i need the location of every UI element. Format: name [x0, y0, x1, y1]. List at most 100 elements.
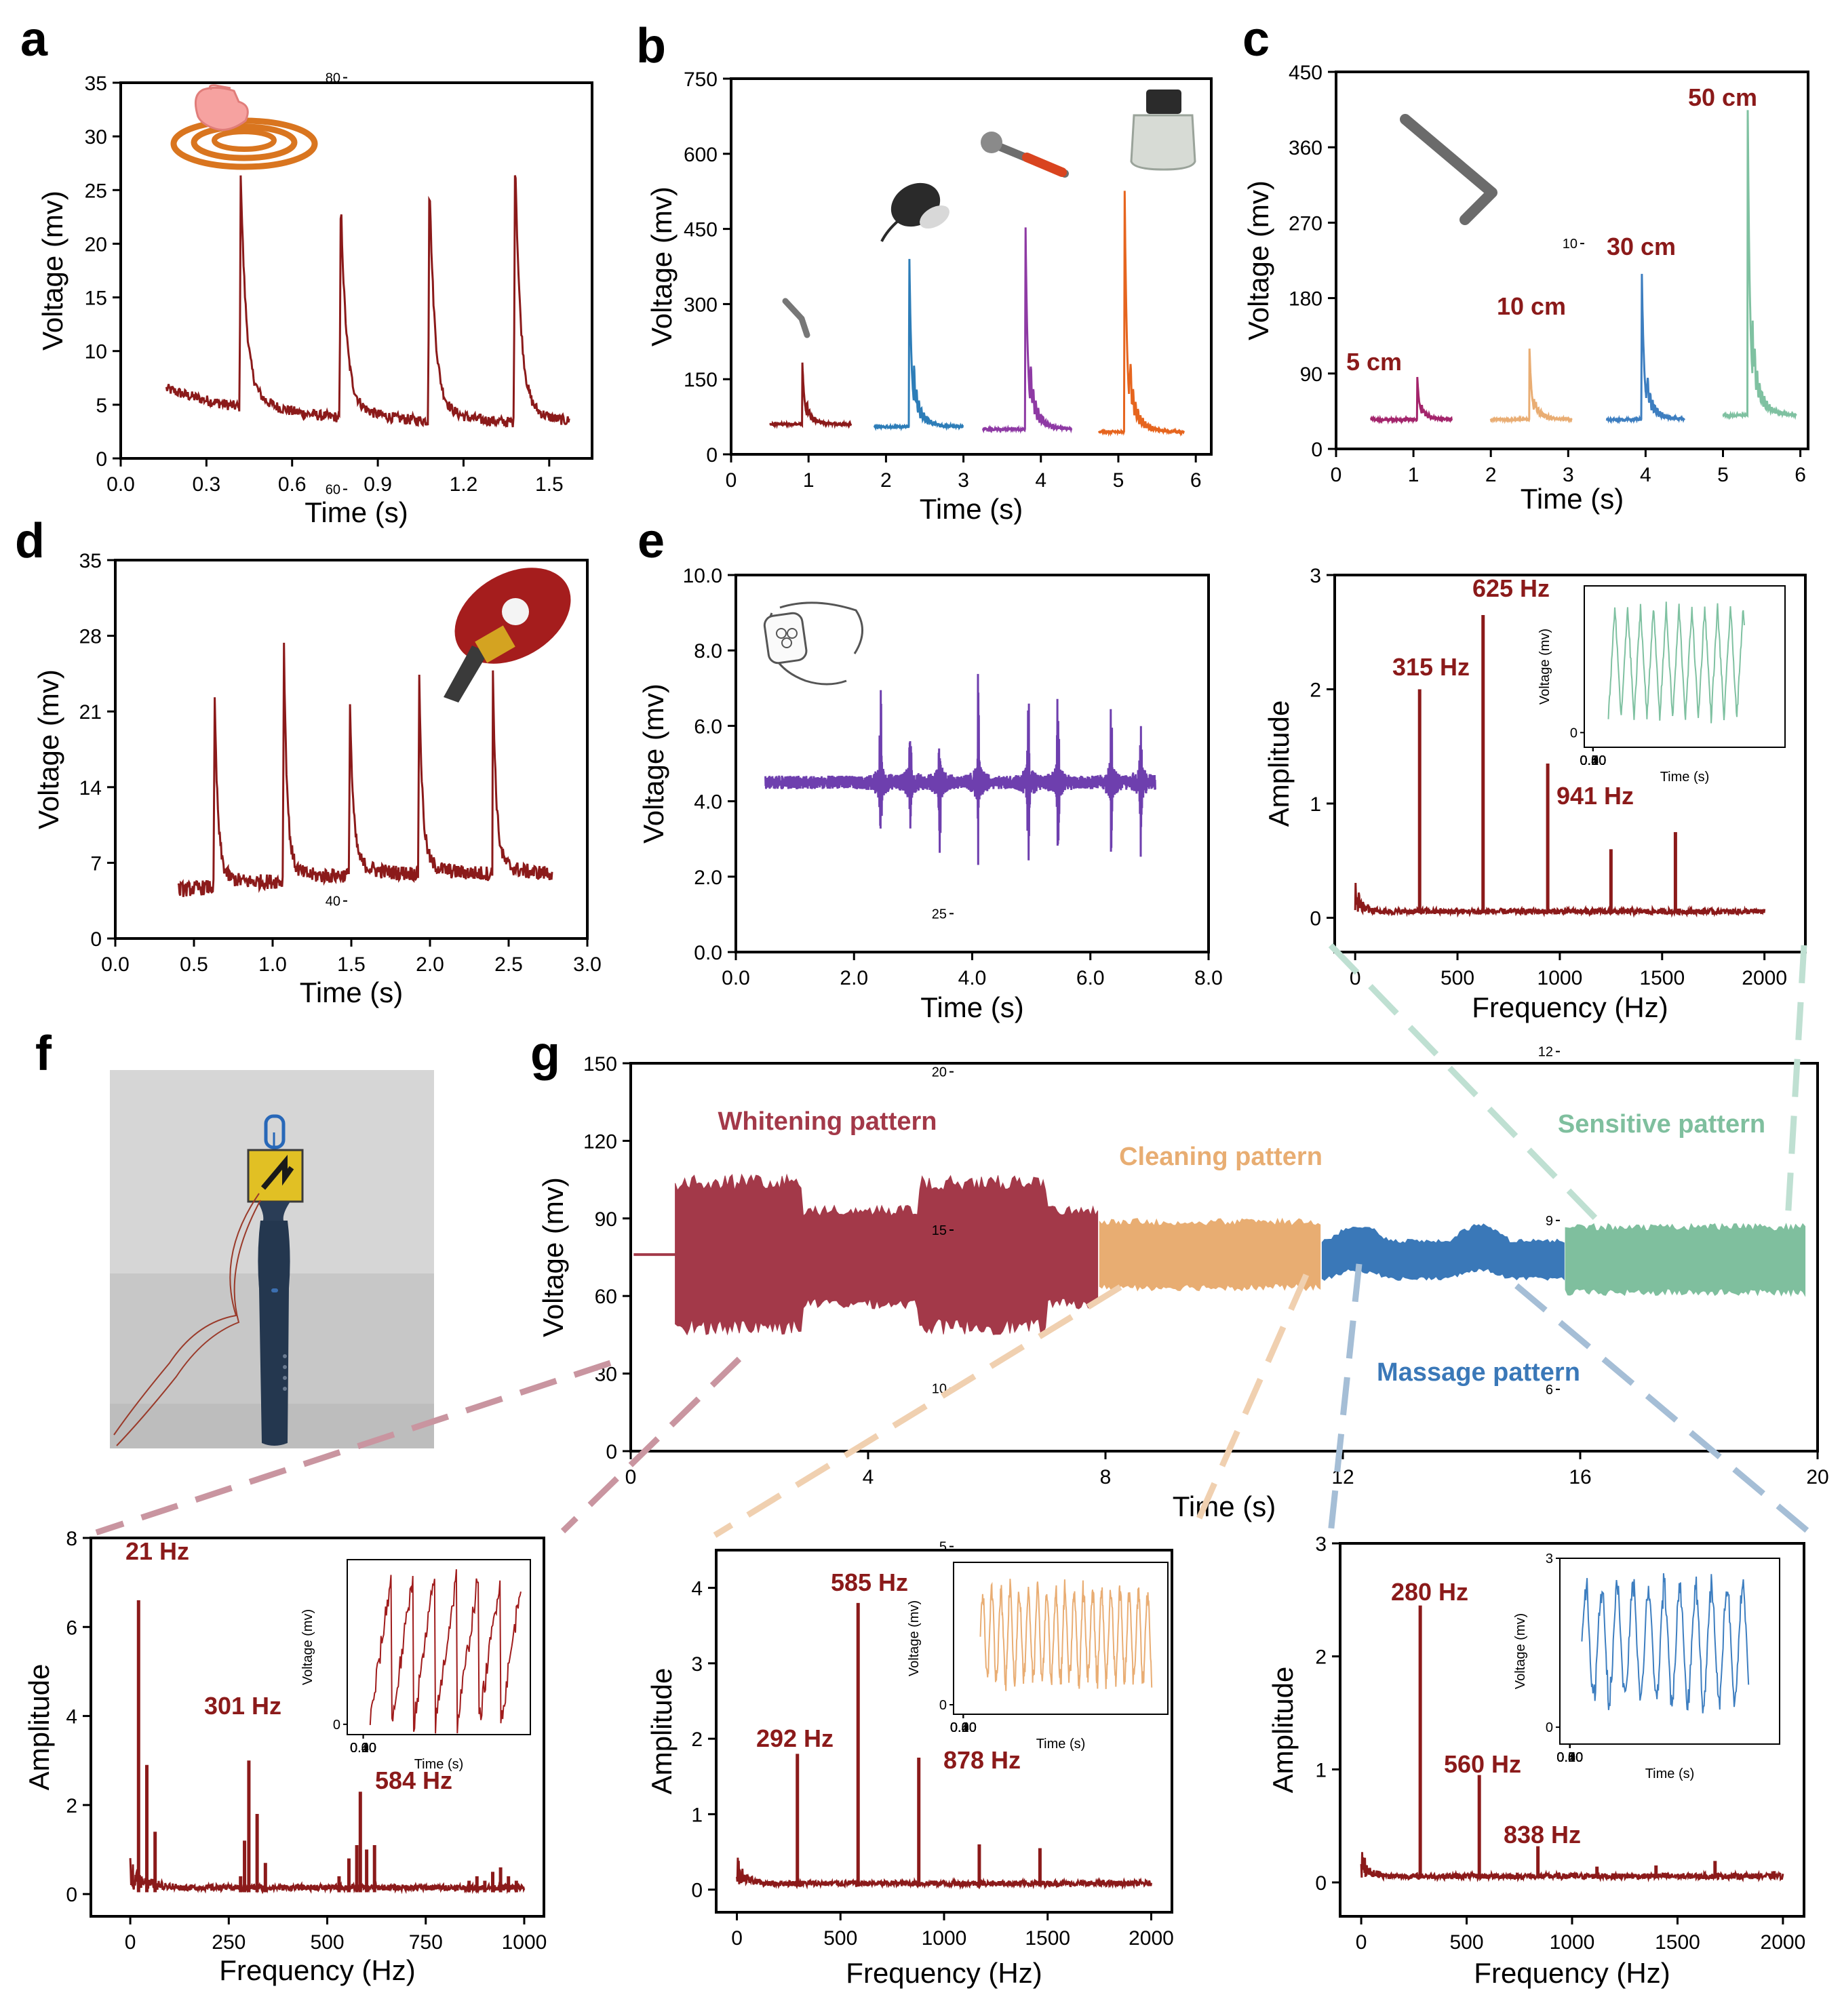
x-tick-label: 0.30 [950, 1720, 977, 1735]
y-tick-label: 0 [333, 1718, 340, 1733]
x-tick-label: 3 [1563, 464, 1574, 486]
x-axis-label: Time (s) [305, 496, 408, 528]
inset-series-line [979, 1579, 1153, 1691]
y-tick-label: 0 [1546, 1720, 1553, 1735]
peak-annotation: 585 Hz [831, 1568, 908, 1596]
plot-frame [90, 1537, 545, 1918]
y-tick-label: 750 [684, 68, 718, 91]
panel-letter-d: d [15, 514, 45, 568]
x-tick-label: 0 [1350, 967, 1361, 989]
y-tick-label: 150 [583, 1053, 617, 1075]
mode-segment-sensitive-pattern [1565, 1223, 1806, 1297]
x-tick-label: 2.5 [494, 953, 523, 976]
x-tick-label: 1500 [1655, 1931, 1700, 1954]
x-tick-label: 0.10 [950, 1720, 977, 1735]
y-tick-label: 0 [66, 1884, 77, 1906]
y-tick-label: 270 [1289, 212, 1322, 235]
series-line-5-cm [1369, 376, 1453, 425]
inset-waveform: 0.000.100.200.300.400.500 3 6 9 12 Time (s) Vo… [1513, 1045, 1780, 1781]
y-tick-label: 6.0 [694, 715, 722, 738]
y-tick-label: 3 [1315, 1533, 1327, 1556]
y-tick-label: 28 [79, 626, 102, 648]
y-tick-label: 0 [706, 444, 718, 467]
x-tick-label: 0.5 [180, 953, 208, 976]
y-axis-label: Amplitude [1267, 1667, 1299, 1794]
x-tick-label: 0.00 [1580, 753, 1606, 768]
y-tick-label: 3 [691, 1653, 703, 1676]
x-tick-label: 1500 [1025, 1927, 1070, 1950]
x-axis-label: Time (s) [300, 976, 403, 1008]
x-axis-label: Time (s) [920, 493, 1023, 525]
x-tick-label: 20 [1806, 1466, 1828, 1488]
x-tick-label: 0.0 [106, 473, 135, 496]
finger-pressing-rings-icon [170, 84, 318, 170]
pattern-label: Sensitive pattern [1558, 1110, 1765, 1139]
x-axis-label: Time (s) [414, 1757, 464, 1772]
x-tick-label: 8.0 [1194, 967, 1223, 989]
y-tick-label: 10 [1563, 237, 1578, 252]
y-tick-label: 0 [1315, 1872, 1327, 1895]
peak-annotation: 315 Hz [1392, 653, 1470, 681]
plot-frame [1559, 1558, 1780, 1745]
x-tick-label: 5 [1113, 469, 1124, 492]
y-tick-label: 450 [1289, 62, 1322, 84]
x-axis-label: Time (s) [1036, 1737, 1086, 1752]
series-line-smart-band [764, 673, 1156, 865]
y-tick-label: 0 [90, 928, 102, 951]
series-line-bottle [1097, 191, 1185, 437]
x-tick-label: 4 [1640, 464, 1651, 486]
smart-band-icon [763, 601, 863, 686]
y-tick-label: 4 [66, 1706, 77, 1728]
x-tick-label: 0.50 [1556, 1750, 1583, 1765]
allen-key-icon [1400, 114, 1497, 225]
x-axis-label: Frequency (Hz) [1472, 991, 1668, 1023]
chart-panel-a-finger-press: 0.0 0.3 0.6 0.9 1.2 1.5 0 5 10 15 20 25 30 35 Time (s)… [37, 73, 593, 528]
x-tick-label: 1000 [1537, 967, 1583, 989]
mode-segment-whitening-pattern [675, 1173, 1099, 1336]
peak-annotation: 878 Hz [943, 1746, 1021, 1774]
peak-annotation: 560 Hz [1444, 1750, 1521, 1778]
x-tick-label: 0 [625, 1466, 637, 1488]
x-tick-label: 500 [310, 1931, 344, 1954]
y-tick-label: 6 [1546, 1383, 1553, 1398]
y-tick-label: 10 [85, 341, 107, 363]
y-tick-label: 15 [85, 288, 107, 310]
series-line-finger-press [165, 175, 570, 429]
series-line-30-cm [1605, 273, 1685, 424]
y-tick-label: 0 [606, 1441, 617, 1463]
x-tick-label: 0.9 [364, 473, 392, 496]
x-tick-label: 0 [731, 1927, 743, 1950]
y-tick-label: 2 [1315, 1646, 1327, 1669]
x-tick-label: 0 [1356, 1931, 1367, 1954]
x-tick-label: 0.3 [193, 473, 221, 496]
x-tick-label: 0.0 [722, 967, 750, 989]
plot-frame [119, 81, 593, 460]
panel-letter-e: e [638, 514, 665, 568]
x-tick-label: 0 [125, 1931, 136, 1954]
x-tick-label: 4 [863, 1466, 874, 1488]
y-tick-label: 30 [85, 126, 107, 149]
x-tick-label: 0.10 [1556, 1750, 1583, 1765]
y-tick-label: 35 [85, 73, 107, 95]
series-line-allen-key [769, 362, 853, 429]
y-tick-label: 0 [939, 1698, 947, 1713]
plot-frame [1584, 585, 1786, 748]
x-tick-label: 2 [1485, 464, 1497, 486]
x-axis-label: Time (s) [920, 991, 1023, 1023]
y-tick-label: 10.0 [683, 565, 722, 587]
x-tick-label: 1.5 [337, 953, 366, 976]
y-tick-label: 20 [85, 233, 107, 256]
x-tick-label: 1000 [1550, 1931, 1595, 1954]
y-tick-label: 90 [595, 1208, 617, 1231]
y-tick-label: 25 [85, 180, 107, 202]
y-tick-label: 5 [96, 395, 107, 417]
x-tick-label: 6 [1795, 464, 1806, 486]
y-tick-label: 3 [1546, 1551, 1553, 1566]
x-tick-label: 2.0 [416, 953, 444, 976]
y-tick-label: 3 [1310, 565, 1321, 587]
spectrum-noise-floor [129, 1858, 526, 1895]
y-axis-label: Voltage (mv) [1513, 1613, 1528, 1689]
x-tick-label: 0 [726, 469, 737, 492]
